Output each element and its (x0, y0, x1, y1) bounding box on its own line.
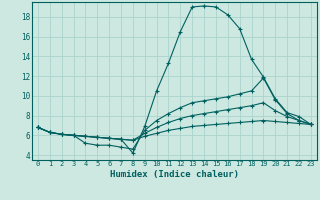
X-axis label: Humidex (Indice chaleur): Humidex (Indice chaleur) (110, 170, 239, 179)
